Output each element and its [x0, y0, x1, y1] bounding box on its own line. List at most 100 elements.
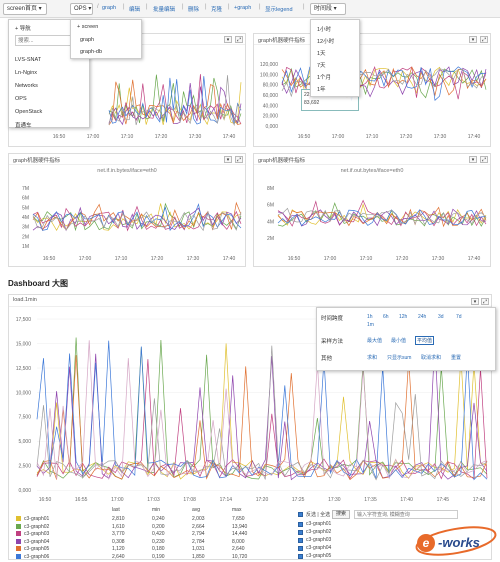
legend-row[interactable]: c3-graph01 2,810 0,240 2,003 7,650 [16, 516, 286, 523]
panel-2-x-ticks: 16:50 17:00 17:10 17:20 17:30 17:40 [298, 134, 481, 140]
time-option-12h[interactable]: 12小时 [317, 39, 335, 45]
legend-last: 0,308 [112, 538, 125, 545]
graph-panel-2: graph机器硬件指标 ▾ ⤢ 120,000 100,000 80,000 60,0… [253, 33, 491, 147]
series-checkbox[interactable] [298, 522, 303, 527]
panel-4-x-tick-label: 17:20 [396, 256, 409, 262]
toolbar-link-graph[interactable]: graph [102, 5, 117, 11]
panel-4-y-tick-label: 6M [267, 203, 274, 209]
dashboard-y-tick-label: 10,000 [16, 390, 32, 396]
nav-menu-item-zhitongche[interactable]: 直通车 [15, 123, 32, 129]
panel-header [254, 34, 490, 45]
screen-home-button[interactable]: screen首页 ▾ [3, 3, 47, 15]
legend-avg: 1,850 [192, 553, 205, 560]
panel-menu-caret-icon[interactable]: ▾ [224, 36, 232, 43]
legend-row[interactable]: c3-graph05 1,120 0,180 1,031 2,640 [16, 546, 286, 553]
dashboard-series-group [36, 337, 488, 481]
other-cancel-sum[interactable]: 取消求和 [421, 355, 442, 361]
legend-avg: 2,794 [192, 531, 205, 537]
nav-search-input[interactable] [15, 35, 75, 46]
panel-2-y-tick-label: 40,000 [263, 103, 279, 109]
legend-search-input[interactable] [354, 510, 458, 519]
graph-panel-4: graph机器硬件指标 ▾ ⤢ net.if.out.bytes/iface=e… [253, 153, 491, 267]
dashboard-y-tick-label: 5,000 [18, 439, 31, 445]
time-span-24h[interactable]: 24h [418, 314, 427, 320]
legend-max: 13,940 [232, 523, 248, 530]
time-option-1h[interactable]: 1小时 [317, 27, 332, 33]
toolbar-link-edit[interactable]: 编辑 [129, 7, 141, 13]
dashboard-series-line [36, 337, 488, 480]
time-option-1m[interactable]: 1个月 [317, 75, 332, 81]
legend-search-button[interactable]: 搜索 [332, 510, 351, 519]
time-range-dropdown-button[interactable]: 时间段 ▾ [310, 3, 346, 15]
other-reset[interactable]: 重置 [451, 355, 462, 361]
toolbar-link-show-legend[interactable]: 显示legend [265, 7, 293, 13]
nav-menu-item-ops[interactable]: OPS [15, 96, 27, 102]
toolbar-link-delete[interactable]: 删除 [188, 7, 200, 13]
panel-expand-icon[interactable]: ⤢ [235, 36, 243, 43]
time-option-1d[interactable]: 1天 [317, 51, 326, 57]
nav-menu-item-lvs-snat[interactable]: LVS-SNAT [15, 57, 42, 63]
ops-menu-item-graph[interactable]: graph [80, 37, 95, 43]
time-span-12h[interactable]: 12h [399, 314, 408, 320]
nav-menu-item-networks[interactable]: Networks [15, 83, 38, 89]
panel-3-y-tick-label: 6M [22, 196, 29, 202]
panel-expand-icon[interactable]: ⤢ [480, 36, 488, 43]
sample-avg[interactable]: 平均值 [415, 336, 435, 345]
dashboard-expand-icon[interactable]: ⤢ [481, 298, 489, 305]
nav-menu-item-openstack[interactable]: OpenStack [15, 109, 43, 115]
toolbar-separator: | [259, 4, 261, 10]
dashboard-y-tick-label: 17,500 [16, 317, 32, 323]
ops-menu-add-screen[interactable]: + screen [77, 24, 99, 30]
toolbar-link-batch-edit[interactable]: 批量编辑 [153, 7, 176, 13]
nav-menu-item-ln-nginx[interactable]: Ln-Nginx [15, 70, 38, 76]
series-checkbox[interactable] [298, 538, 303, 543]
time-span-7d[interactable]: 7d [456, 314, 462, 320]
other-sum[interactable]: 求和 [367, 355, 378, 361]
panel-menu-caret-icon[interactable]: ▾ [469, 36, 477, 43]
legend-row[interactable]: c3-graph02 1,610 0,200 2,664 13,940 [16, 523, 286, 531]
sample-min[interactable]: 最小值 [391, 338, 407, 344]
dashboard-x-ticks: 16:50 16:55 17:00 17:03 17:08 17:14 17:20 17:25… [39, 497, 486, 503]
time-option-1y[interactable]: 1年 [317, 87, 326, 93]
time-span-1m[interactable]: 1m [367, 322, 374, 328]
series-checkbox[interactable] [298, 546, 303, 551]
legend-row[interactable]: c3-graph06 2,640 0,190 1,850 10,720 [16, 553, 286, 561]
sample-max[interactable]: 最大值 [367, 338, 383, 344]
legend-color-swatch [16, 553, 21, 559]
time-option-7d[interactable]: 7天 [317, 63, 326, 69]
select-all-checkbox[interactable] [298, 512, 303, 517]
panel-4-series-line [277, 209, 487, 227]
panel-3-y-tick-label: 4M [22, 215, 29, 221]
panel-expand-icon[interactable]: ⤢ [480, 156, 488, 163]
series-checkbox[interactable] [298, 530, 303, 535]
top-toolbar: screen首页 ▾ OPS ▾ / graph | 编辑 | 批量编辑 | 删… [0, 0, 500, 18]
time-span-3d[interactable]: 3d [438, 314, 444, 320]
ops-menu-item-graph-db[interactable]: graph-db [80, 49, 103, 55]
panel-3-series-group [32, 201, 242, 232]
dashboard-y-tick-label: 15,000 [16, 341, 32, 347]
panel-4-x-tick-label: 17:10 [360, 256, 373, 262]
time-span-6h[interactable]: 6h [383, 314, 389, 320]
other-sum-only[interactable]: 只显示sum [387, 355, 412, 361]
other-label: 其他 [321, 356, 333, 362]
panel-title: graph机器硬件指标 [13, 158, 61, 164]
panel-menu-caret-icon[interactable]: ▾ [469, 156, 477, 163]
series-checkbox-label: c3-graph05 [306, 553, 332, 559]
toolbar-link-add-graph[interactable]: +graph [234, 5, 252, 11]
legend-header-min: min [152, 507, 161, 513]
dashboard-chart: 17,500 15,000 12,500 10,000 7,500 5,000 2,500 0… [16, 317, 488, 503]
legend-row[interactable]: c3-graph04 0,308 0,230 2,784 8,000 [16, 538, 286, 546]
dashboard-menu-caret-icon[interactable]: ▾ [471, 298, 479, 305]
series-checkbox[interactable] [298, 554, 303, 559]
toolbar-separator: | [182, 4, 184, 10]
nav-menu-title[interactable]: + 导航 [15, 26, 31, 32]
panel-expand-icon[interactable]: ⤢ [235, 156, 243, 163]
legend-header-avg: avg [192, 507, 201, 513]
legend-avg: 2,664 [192, 523, 205, 530]
panel-menu-caret-icon[interactable]: ▾ [224, 156, 232, 163]
toolbar-link-clone[interactable]: 克隆 [211, 7, 223, 13]
panel-1-series-line [108, 79, 242, 126]
ops-dropdown-button[interactable]: OPS ▾ [70, 3, 93, 15]
time-span-1h[interactable]: 1h [367, 314, 373, 320]
legend-row[interactable]: c3-graph03 3,770 0,420 2,794 14,440 [16, 531, 286, 538]
